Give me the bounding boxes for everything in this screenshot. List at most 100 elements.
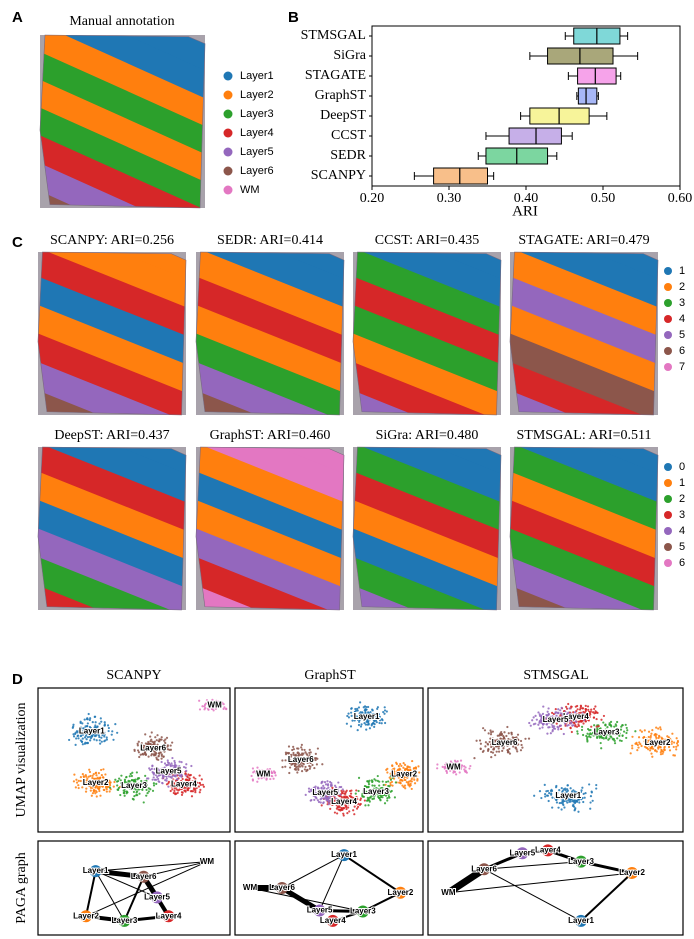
umap-point bbox=[93, 715, 96, 719]
umap-point bbox=[196, 781, 199, 784]
umap-point bbox=[323, 780, 327, 784]
umap-point bbox=[655, 750, 658, 753]
umap-point bbox=[81, 786, 84, 789]
umap-point bbox=[338, 808, 341, 811]
umap-point bbox=[99, 742, 102, 745]
umap-point bbox=[387, 789, 390, 792]
umap-point bbox=[178, 766, 181, 769]
umap-point bbox=[357, 706, 361, 709]
umap-point bbox=[559, 712, 562, 715]
umap-point bbox=[604, 737, 608, 740]
umap-point bbox=[356, 709, 359, 712]
umap-point bbox=[643, 740, 646, 743]
umap-point bbox=[538, 721, 541, 724]
legend-label: 3 bbox=[679, 509, 685, 521]
umap-point bbox=[131, 771, 134, 774]
umap-point bbox=[122, 791, 125, 794]
umap-point bbox=[676, 744, 680, 747]
paga-label: Layer2 bbox=[388, 888, 414, 897]
paga-label: Layer5 bbox=[307, 906, 333, 915]
umap-point bbox=[135, 794, 138, 797]
umap-point bbox=[383, 706, 386, 709]
umap-point bbox=[391, 768, 395, 771]
umap-point bbox=[364, 723, 367, 726]
paga-edge bbox=[362, 891, 401, 913]
umap-point bbox=[410, 773, 414, 776]
umap-point bbox=[595, 727, 599, 730]
umap-point bbox=[524, 737, 527, 740]
umap-point bbox=[178, 788, 181, 791]
umap-point bbox=[625, 726, 628, 730]
legend-label: 5 bbox=[679, 329, 685, 341]
tissue-band bbox=[353, 276, 501, 366]
umap-point bbox=[568, 707, 571, 710]
umap-point bbox=[569, 787, 572, 790]
umap-point bbox=[371, 784, 374, 787]
umap-point bbox=[177, 773, 181, 776]
umap-point bbox=[204, 706, 207, 710]
umap-point bbox=[349, 795, 353, 799]
umap-point bbox=[551, 806, 554, 809]
legend-label: WM bbox=[240, 184, 260, 196]
umap-point bbox=[538, 790, 542, 793]
umap-point bbox=[555, 722, 558, 725]
umap-point bbox=[592, 716, 596, 719]
umap-point bbox=[326, 783, 330, 786]
paga-edge bbox=[580, 872, 633, 922]
umap-point bbox=[636, 743, 639, 747]
paga-node bbox=[313, 904, 326, 917]
umap-point bbox=[550, 718, 553, 721]
column-title: GraphST bbox=[304, 668, 356, 683]
umap-point bbox=[81, 772, 84, 776]
umap-point bbox=[557, 728, 560, 731]
legend-swatch bbox=[664, 331, 672, 339]
umap-point bbox=[164, 738, 167, 741]
umap-point bbox=[114, 778, 117, 781]
umap-point bbox=[84, 731, 87, 734]
umap-point bbox=[81, 722, 84, 725]
umap-point bbox=[309, 751, 312, 754]
umap-point bbox=[643, 736, 646, 739]
umap-point bbox=[380, 722, 383, 725]
umap-point bbox=[173, 759, 176, 763]
umap-point bbox=[516, 738, 519, 742]
umap-point bbox=[99, 717, 102, 720]
umap-point bbox=[397, 771, 400, 774]
umap-point bbox=[578, 801, 581, 804]
umap-point bbox=[355, 807, 359, 810]
panel-frame bbox=[37, 840, 231, 936]
umap-point bbox=[148, 745, 151, 748]
umap-point bbox=[149, 768, 152, 772]
umap-point bbox=[527, 737, 531, 740]
umap-point bbox=[409, 779, 412, 783]
umap-point bbox=[265, 777, 268, 780]
tissue-map bbox=[38, 447, 186, 610]
umap-label: Layer4 bbox=[171, 780, 197, 789]
umap-point bbox=[132, 790, 136, 794]
umap-point bbox=[402, 762, 405, 765]
umap-point bbox=[190, 764, 193, 768]
umap-point bbox=[312, 758, 315, 761]
umap-point bbox=[184, 781, 187, 785]
umap-point bbox=[297, 757, 300, 760]
umap-point bbox=[171, 756, 174, 760]
umap-point bbox=[458, 771, 461, 774]
umap-point bbox=[563, 722, 567, 725]
umap-point bbox=[371, 709, 374, 712]
umap-point bbox=[600, 735, 603, 738]
box bbox=[577, 67, 617, 85]
umap-point bbox=[655, 726, 658, 729]
umap-point bbox=[463, 768, 466, 771]
umap-point bbox=[325, 796, 328, 799]
umap-point bbox=[160, 760, 163, 764]
umap-point bbox=[567, 715, 570, 718]
umap-point bbox=[355, 789, 358, 792]
umap-point bbox=[372, 715, 375, 718]
umap-point bbox=[580, 798, 583, 801]
tissue-outline bbox=[352, 251, 502, 416]
umap-point bbox=[314, 785, 317, 788]
umap-point bbox=[85, 787, 88, 790]
umap-point bbox=[650, 732, 653, 735]
umap-point bbox=[100, 720, 103, 723]
umap-point bbox=[314, 758, 317, 762]
